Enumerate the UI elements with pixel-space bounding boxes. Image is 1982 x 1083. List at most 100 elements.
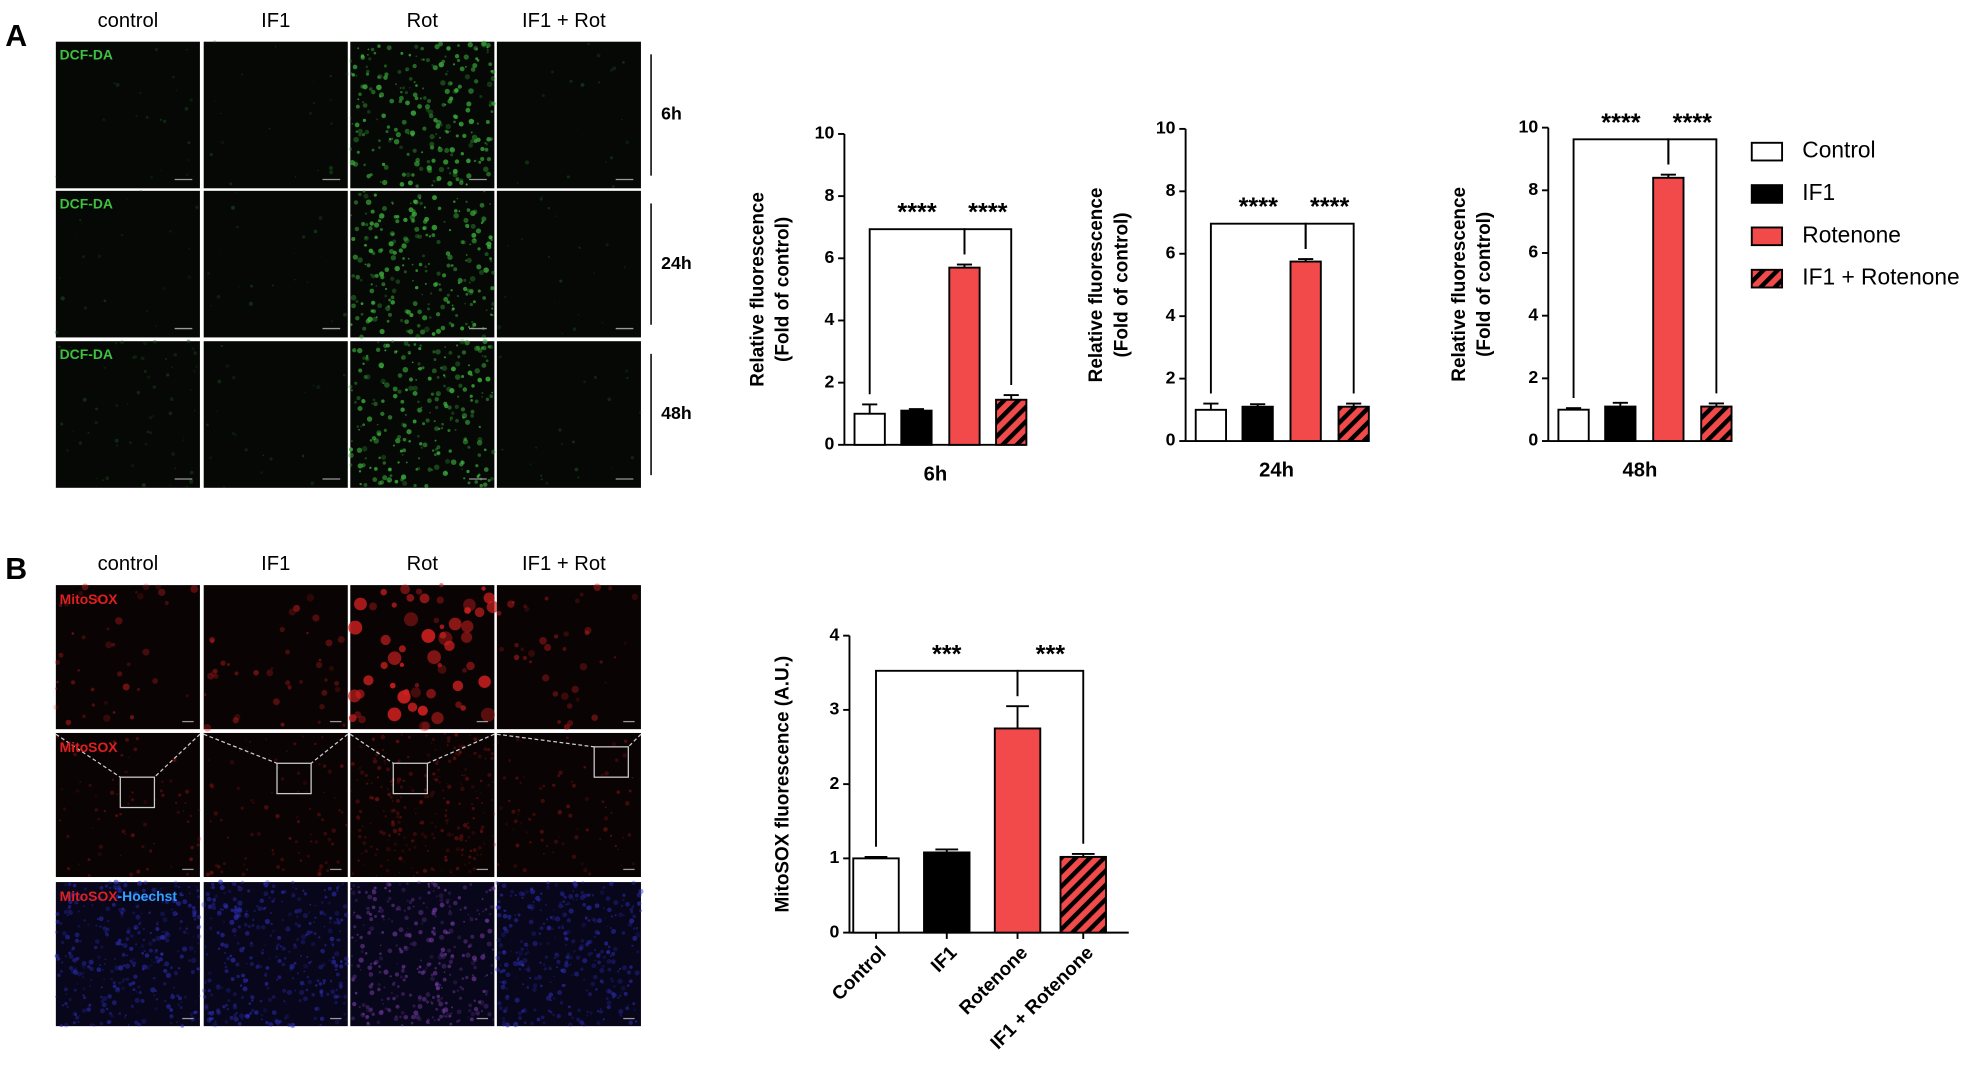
speckle <box>427 467 432 472</box>
speckle <box>149 931 152 935</box>
speckle <box>461 375 465 378</box>
speckle <box>336 889 339 892</box>
speckle <box>293 604 301 612</box>
speckle <box>447 254 453 260</box>
speckle <box>393 842 398 847</box>
speckle <box>433 358 437 361</box>
speckle <box>399 908 402 911</box>
speckle <box>465 259 468 262</box>
speckle <box>502 776 506 780</box>
speckle <box>277 959 282 964</box>
speckle <box>441 102 446 107</box>
speckle <box>592 918 598 923</box>
speckle <box>189 479 194 484</box>
speckle <box>120 340 125 345</box>
speckle <box>132 891 138 897</box>
speckle <box>596 953 601 958</box>
micrograph <box>203 41 348 189</box>
speckle <box>133 355 138 359</box>
bar <box>995 398 1028 446</box>
speckle <box>444 103 447 106</box>
speckle <box>290 1022 296 1028</box>
speckle <box>502 926 508 931</box>
speckle <box>485 143 488 146</box>
speckle <box>250 1008 255 1013</box>
speckle <box>136 390 141 395</box>
speckle <box>486 600 499 614</box>
speckle <box>586 989 588 992</box>
speckle <box>327 886 332 891</box>
speckle <box>370 283 373 286</box>
speckle <box>507 600 515 608</box>
speckle <box>360 950 364 953</box>
speckle <box>545 845 548 848</box>
speckle <box>70 747 74 751</box>
speckle <box>606 949 611 954</box>
speckle <box>399 785 404 789</box>
speckle <box>473 737 478 741</box>
speckle <box>237 900 243 906</box>
speckle <box>118 1012 122 1015</box>
speckle <box>300 934 307 940</box>
speckle <box>484 147 489 152</box>
speckle <box>556 959 561 965</box>
speckle <box>393 1016 399 1022</box>
speckle <box>399 449 403 453</box>
speckle <box>187 885 191 889</box>
speckle <box>397 820 401 824</box>
speckle <box>352 348 357 353</box>
speckle <box>375 753 378 757</box>
speckle <box>413 199 419 205</box>
speckle <box>104 884 109 888</box>
speckle <box>610 979 614 983</box>
speckle <box>401 172 406 177</box>
speckle <box>469 916 472 918</box>
speckle <box>583 380 587 384</box>
speckle <box>485 397 490 402</box>
speckle <box>357 828 362 833</box>
speckle <box>104 930 108 934</box>
speckle <box>425 734 428 737</box>
speckle <box>79 219 82 222</box>
speckle <box>346 917 349 920</box>
speckle <box>492 1018 495 1021</box>
speckle <box>248 740 251 743</box>
speckle <box>557 809 563 815</box>
speckle <box>464 607 471 614</box>
speckle <box>448 928 454 934</box>
speckle <box>447 964 452 969</box>
speckle <box>529 904 535 910</box>
speckle <box>141 845 145 849</box>
speckle <box>222 908 224 911</box>
speckle <box>400 796 402 798</box>
speckle <box>365 357 370 362</box>
speckle <box>547 885 550 888</box>
speckle <box>630 456 634 460</box>
speckle <box>619 1013 623 1017</box>
speckle <box>467 913 469 916</box>
speckle <box>435 349 441 355</box>
speckle <box>280 777 285 781</box>
speckle <box>436 239 441 245</box>
speckle <box>127 756 130 759</box>
speckle <box>565 955 570 959</box>
speckle <box>160 780 164 784</box>
speckle <box>286 989 293 995</box>
speckle <box>450 323 455 327</box>
speckle <box>599 660 603 664</box>
speckle <box>88 959 94 965</box>
speckle <box>294 989 297 992</box>
speckle <box>340 764 344 768</box>
speckle <box>331 828 337 833</box>
speckle <box>186 820 190 823</box>
speckle <box>358 715 366 724</box>
speckle <box>495 967 500 972</box>
speckle <box>480 346 484 350</box>
speckle <box>264 981 269 986</box>
speckle <box>210 670 217 677</box>
speckle <box>478 269 484 275</box>
speckle <box>386 996 391 1001</box>
speckle <box>563 931 568 936</box>
speckle <box>121 953 126 957</box>
speckle <box>596 1009 600 1013</box>
